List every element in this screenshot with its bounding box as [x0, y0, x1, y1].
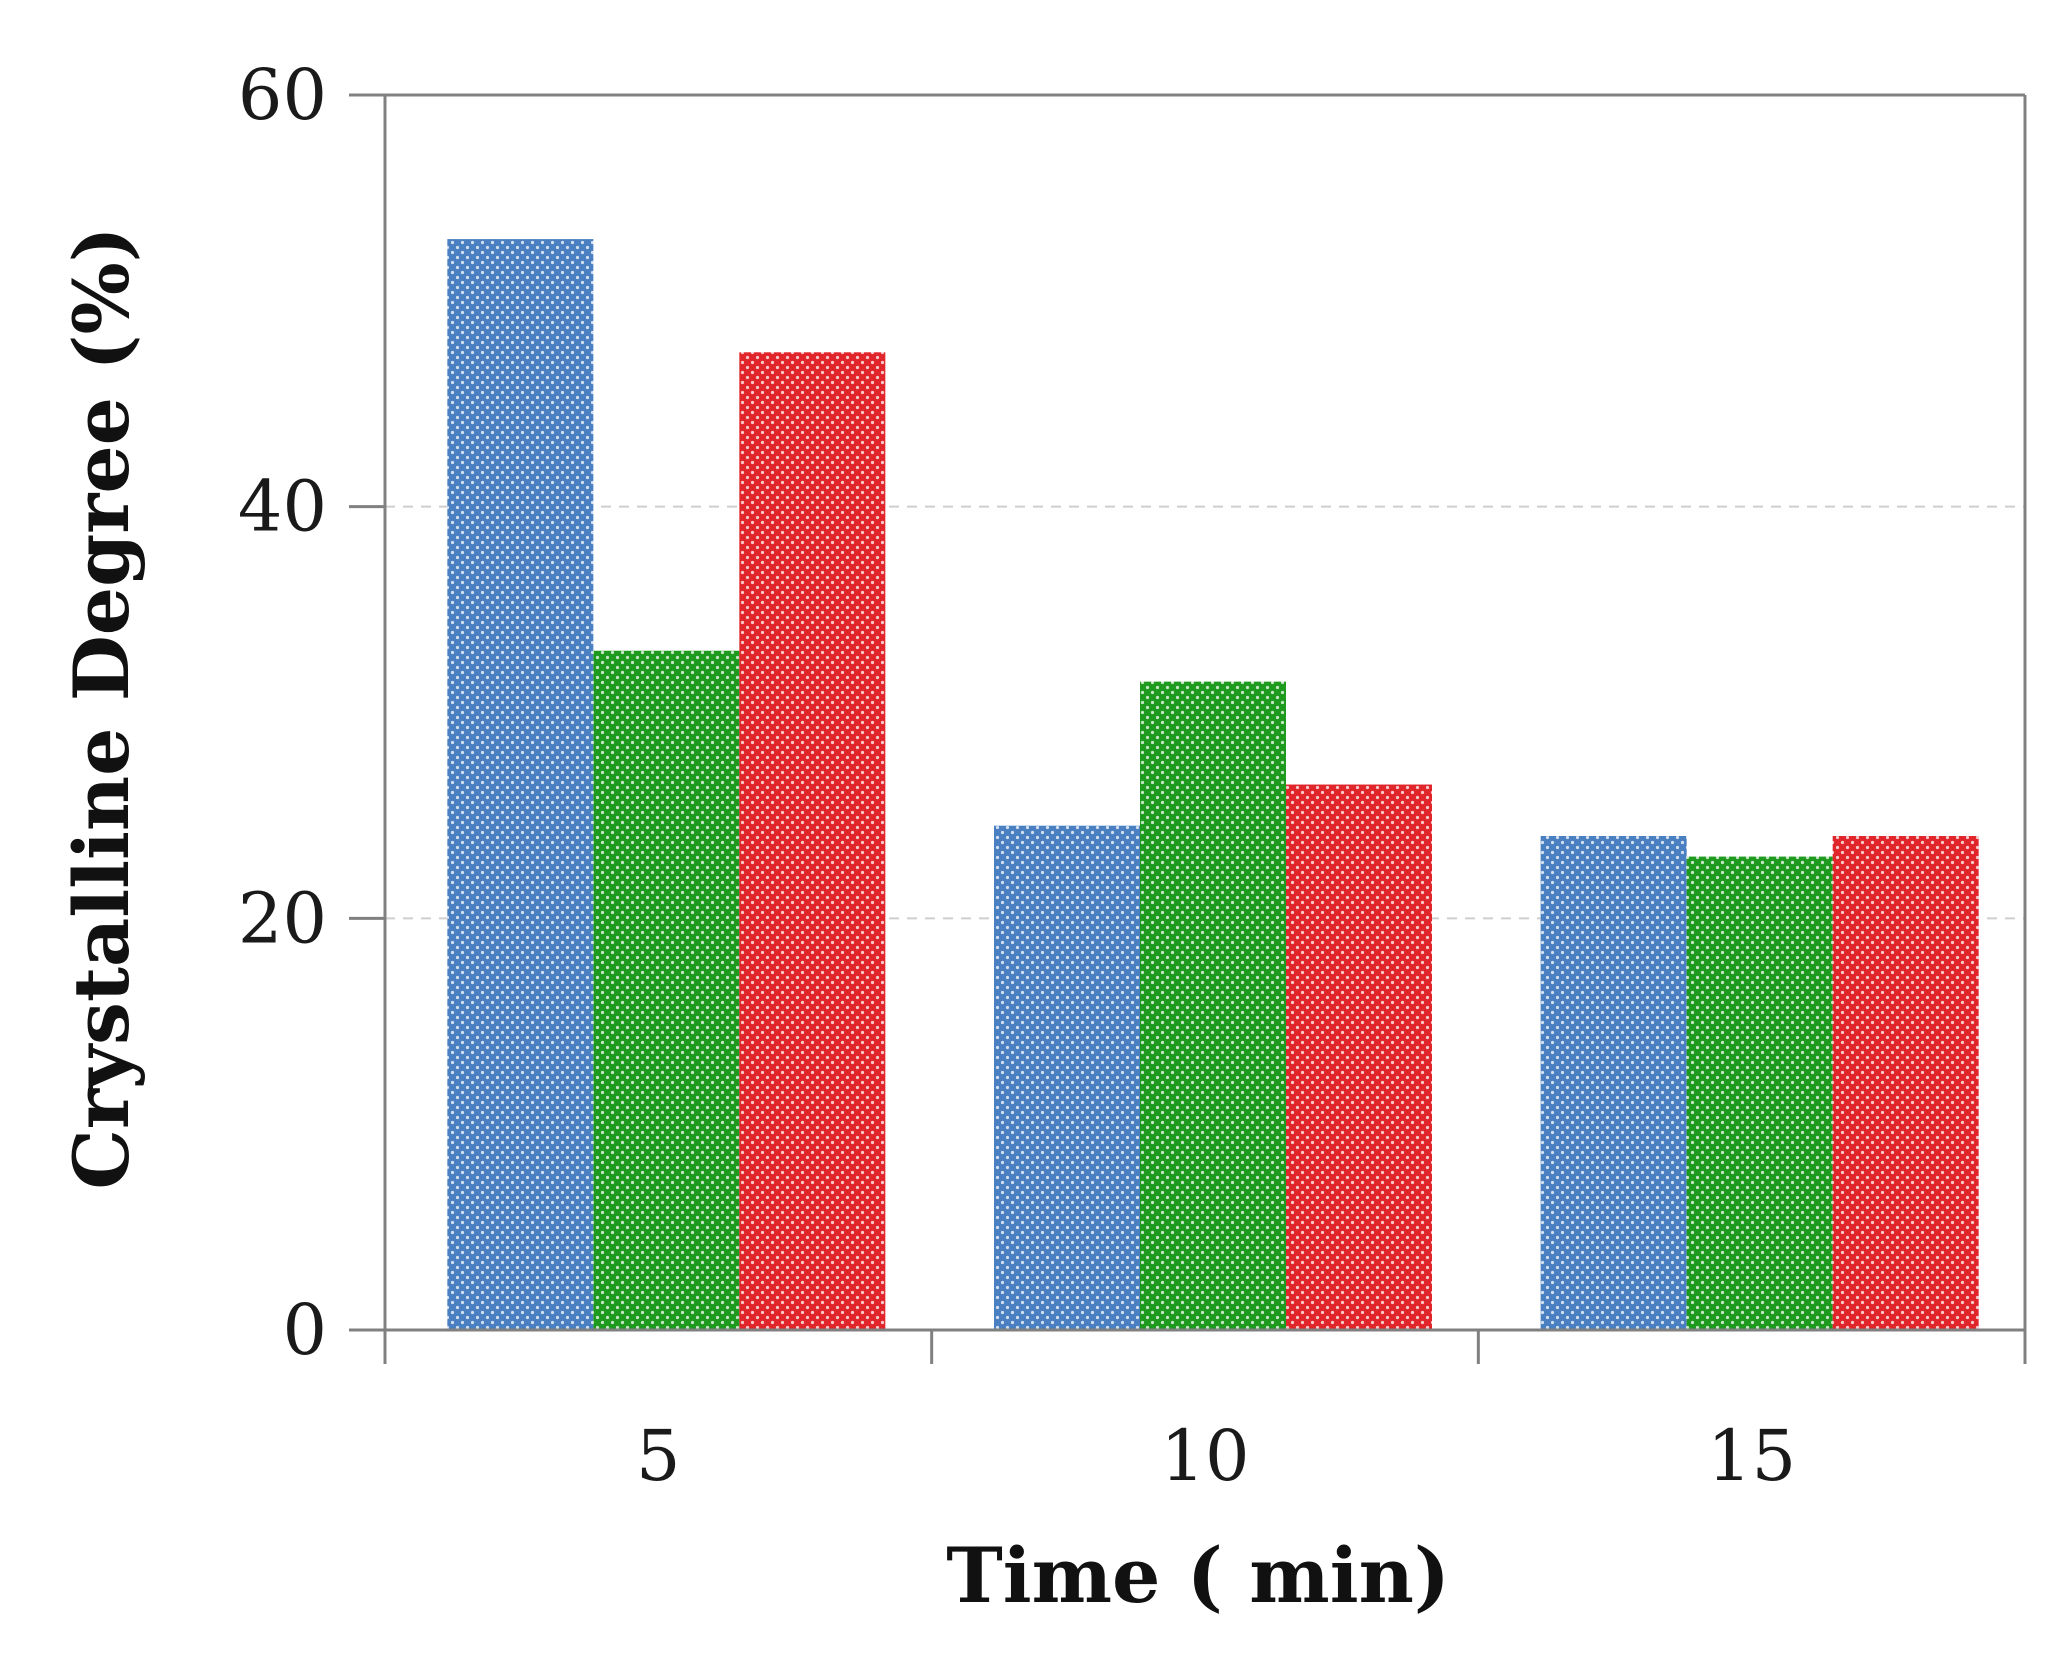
y-tick-label-20: 20	[238, 877, 327, 959]
axes	[349, 93, 2027, 1364]
tick-labels: 0 20 40 60 5 10 15	[238, 54, 1796, 1497]
bar-15-series-2	[1686, 856, 1833, 1330]
y-tick-label-40: 40	[238, 466, 327, 548]
x-axis-title: Time ( min)	[946, 1531, 1450, 1620]
bar-5-series-1	[447, 239, 594, 1330]
bar-10-series-2	[1140, 681, 1286, 1330]
y-tick-label-60: 60	[238, 54, 327, 136]
y-tick-label-0: 0	[282, 1289, 327, 1371]
bar-10-series-1	[994, 825, 1140, 1330]
bar-5-series-2	[593, 650, 740, 1330]
x-tick-label-15: 15	[1707, 1415, 1796, 1497]
x-tick-label-5: 5	[636, 1415, 681, 1497]
bar-10-series-3	[1286, 784, 1432, 1330]
x-tick-label-10: 10	[1160, 1415, 1249, 1497]
bar-15-series-3	[1832, 836, 1979, 1330]
bar-5-series-3	[739, 352, 886, 1331]
bars	[447, 239, 1979, 1331]
bar-15-series-1	[1540, 836, 1687, 1330]
y-axis-title: Crystalline Degree (%)	[57, 226, 146, 1189]
